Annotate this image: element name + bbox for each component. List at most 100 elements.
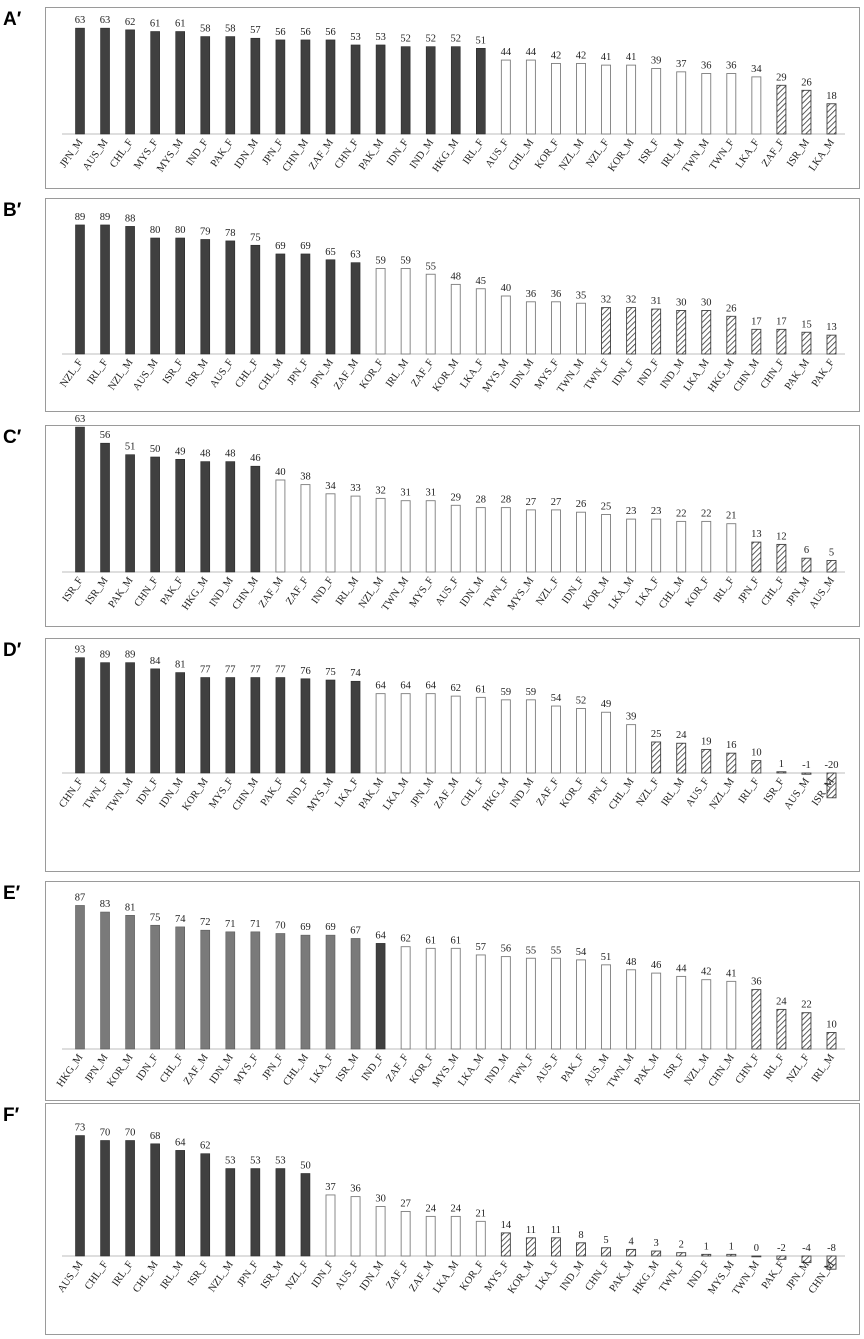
bar [525, 1237, 536, 1257]
data-label: 36 [726, 61, 737, 72]
bar [551, 509, 561, 573]
category-label: PAK_F [760, 1259, 787, 1291]
data-label: 61 [175, 19, 186, 30]
data-label: 80 [150, 225, 161, 236]
data-label: -2 [777, 1243, 786, 1254]
category-label: ISR_F [186, 1259, 211, 1288]
bar [150, 237, 160, 355]
bar [150, 31, 160, 135]
bar [325, 1194, 336, 1257]
data-label: 52 [400, 34, 411, 45]
data-label: 80 [175, 225, 186, 236]
data-label: 41 [626, 52, 637, 63]
data-label: 59 [526, 687, 537, 698]
data-label: 58 [225, 24, 236, 35]
bar [350, 44, 361, 135]
bar [676, 1252, 687, 1257]
bar [300, 934, 311, 1050]
data-label: 56 [501, 944, 512, 955]
category-label: KOR_F [458, 1259, 486, 1293]
bar [400, 946, 411, 1050]
bar [225, 931, 236, 1050]
data-label: 23 [626, 506, 637, 517]
bar [776, 328, 787, 355]
bar [701, 748, 712, 774]
category-label: CHL_M [131, 1259, 161, 1295]
panel-letter: A′ [3, 9, 22, 30]
bar [776, 771, 787, 774]
bar [726, 315, 737, 355]
data-label: 59 [501, 687, 512, 698]
data-label: 53 [350, 32, 361, 43]
bar [450, 283, 461, 355]
bar [626, 518, 637, 573]
data-label: 16 [726, 740, 737, 751]
data-label: 81 [125, 902, 136, 913]
data-label: 56 [275, 27, 286, 38]
bar [726, 1253, 737, 1257]
data-label: 26 [576, 499, 587, 510]
data-label: 59 [375, 255, 386, 266]
data-label: 11 [551, 1225, 561, 1236]
data-label: 24 [776, 996, 787, 1007]
bar [651, 308, 662, 355]
data-label: 40 [275, 467, 286, 478]
data-label: 17 [776, 316, 787, 327]
bar [801, 557, 812, 573]
bar [601, 514, 611, 573]
bar [826, 103, 837, 135]
bar [425, 947, 436, 1050]
data-label: 32 [601, 295, 612, 306]
bar [726, 523, 737, 573]
data-label: 33 [350, 483, 361, 494]
bar [350, 262, 361, 355]
bar [751, 760, 762, 774]
category-label: IDN_F [310, 1259, 336, 1290]
bar [801, 772, 812, 775]
bar [375, 268, 386, 355]
bar [450, 1215, 461, 1257]
data-label: 29 [451, 492, 462, 503]
bar [676, 520, 687, 573]
bar [726, 980, 737, 1050]
bar [125, 454, 135, 573]
panel-letter: D′ [3, 640, 22, 661]
bar [626, 724, 637, 774]
bar [801, 331, 812, 355]
data-label: 49 [601, 699, 612, 710]
data-label: 54 [551, 693, 562, 704]
data-label: 17 [751, 316, 762, 327]
bar [601, 307, 611, 355]
data-label: 24 [676, 730, 687, 741]
data-label: 67 [350, 925, 361, 936]
bar [300, 678, 311, 774]
data-label: 89 [100, 650, 111, 661]
data-label: 1 [729, 1241, 734, 1252]
data-label: 18 [826, 91, 837, 102]
bar [375, 1206, 386, 1257]
data-label: 5 [829, 548, 834, 559]
bar [475, 48, 486, 135]
bar [375, 943, 386, 1050]
bar [150, 456, 160, 573]
category-label: LKA_F [534, 1259, 562, 1292]
data-label: 55 [526, 945, 537, 956]
bar [475, 954, 486, 1050]
data-label: 77 [225, 665, 236, 676]
bar [726, 752, 737, 774]
data-label: 22 [701, 508, 712, 519]
bar [75, 657, 85, 774]
bar [425, 1215, 436, 1257]
bar [175, 31, 185, 135]
data-label: 56 [325, 27, 336, 38]
bar [275, 479, 286, 573]
bar [250, 677, 261, 774]
data-label: 53 [375, 32, 386, 43]
data-label: 36 [751, 977, 762, 988]
data-label: 72 [200, 917, 211, 928]
bar [500, 956, 511, 1050]
